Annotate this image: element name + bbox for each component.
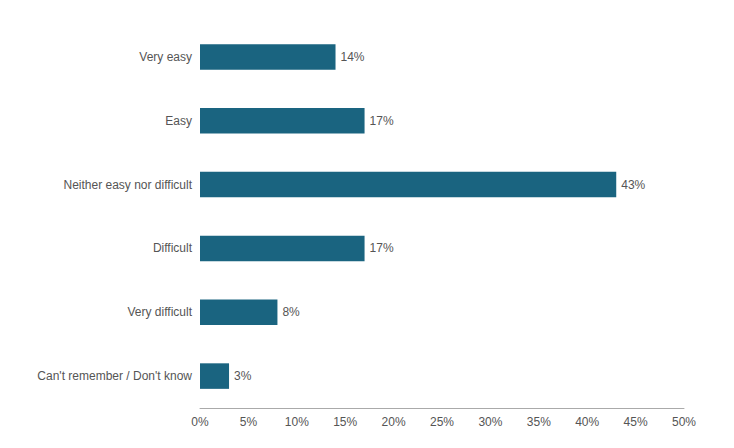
svg-text:50%: 50% bbox=[672, 415, 696, 429]
svg-text:3%: 3% bbox=[234, 369, 252, 383]
svg-text:10%: 10% bbox=[285, 415, 309, 429]
svg-text:Very difficult: Very difficult bbox=[128, 305, 193, 319]
svg-text:45%: 45% bbox=[624, 415, 648, 429]
svg-text:Can't remember / Don't know: Can't remember / Don't know bbox=[37, 369, 192, 383]
svg-text:20%: 20% bbox=[382, 415, 406, 429]
svg-text:17%: 17% bbox=[370, 241, 394, 255]
svg-text:0%: 0% bbox=[191, 415, 209, 429]
svg-text:43%: 43% bbox=[621, 178, 645, 192]
svg-text:Very easy: Very easy bbox=[139, 50, 192, 64]
svg-text:14%: 14% bbox=[341, 50, 365, 64]
svg-text:Difficult: Difficult bbox=[153, 241, 193, 255]
svg-text:25%: 25% bbox=[430, 415, 454, 429]
svg-text:35%: 35% bbox=[527, 415, 551, 429]
svg-text:Easy: Easy bbox=[165, 114, 192, 128]
svg-text:Neither easy nor difficult: Neither easy nor difficult bbox=[63, 178, 192, 192]
svg-text:30%: 30% bbox=[478, 415, 502, 429]
svg-text:15%: 15% bbox=[333, 415, 357, 429]
svg-text:17%: 17% bbox=[370, 114, 394, 128]
svg-text:5%: 5% bbox=[240, 415, 258, 429]
svg-text:8%: 8% bbox=[282, 305, 300, 319]
svg-text:40%: 40% bbox=[575, 415, 599, 429]
